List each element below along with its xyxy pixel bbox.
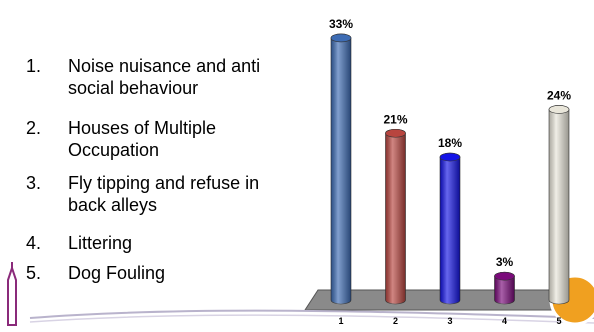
bar-top xyxy=(439,152,461,162)
list-text: Noise nuisance and anti social behaviour xyxy=(68,56,261,98)
list-item: 4. Littering xyxy=(26,232,283,254)
bar-shade xyxy=(385,129,406,304)
list-item: 1. Noise nuisance and anti social behavio… xyxy=(26,55,283,99)
list-item: 2. Houses of Multiple Occupation xyxy=(26,117,283,161)
bar-shade xyxy=(494,272,515,304)
x-tick-label: 3 xyxy=(447,316,452,326)
bar-shade xyxy=(331,33,351,304)
list-text: Fly tipping and refuse in back alleys xyxy=(68,173,260,215)
list-text: Littering xyxy=(68,233,133,253)
list-text: Dog Fouling xyxy=(68,263,166,283)
bar-shade xyxy=(440,153,460,304)
bar-top xyxy=(494,271,515,281)
value-label: 3% xyxy=(496,255,514,269)
list-item: 5. Dog Fouling xyxy=(26,262,283,284)
list-text: Houses of Multiple Occupation xyxy=(68,118,217,160)
bar-top xyxy=(330,33,352,43)
value-label: 33% xyxy=(329,17,353,31)
x-tick-label: 4 xyxy=(502,316,507,326)
x-tick-label: 1 xyxy=(338,316,343,326)
list-number: 3. xyxy=(26,173,42,193)
list-number: 2. xyxy=(26,118,42,138)
logo xyxy=(7,262,17,326)
decor-swoosh xyxy=(29,314,594,324)
value-label: 18% xyxy=(438,136,462,150)
x-tick-label: 5 xyxy=(556,316,561,326)
decor-swoosh xyxy=(29,309,594,319)
list-number: 5. xyxy=(26,263,42,283)
list-item: 3. Fly tipping and refuse in back alleys xyxy=(26,172,283,216)
bar-top xyxy=(548,105,570,114)
bar-shade xyxy=(549,105,569,304)
value-label: 24% xyxy=(547,88,571,102)
x-tick-label: 2 xyxy=(393,316,398,326)
list-number: 4. xyxy=(26,233,42,253)
value-label: 21% xyxy=(383,112,407,126)
list-number: 1. xyxy=(26,56,42,76)
bar-top xyxy=(385,128,406,138)
